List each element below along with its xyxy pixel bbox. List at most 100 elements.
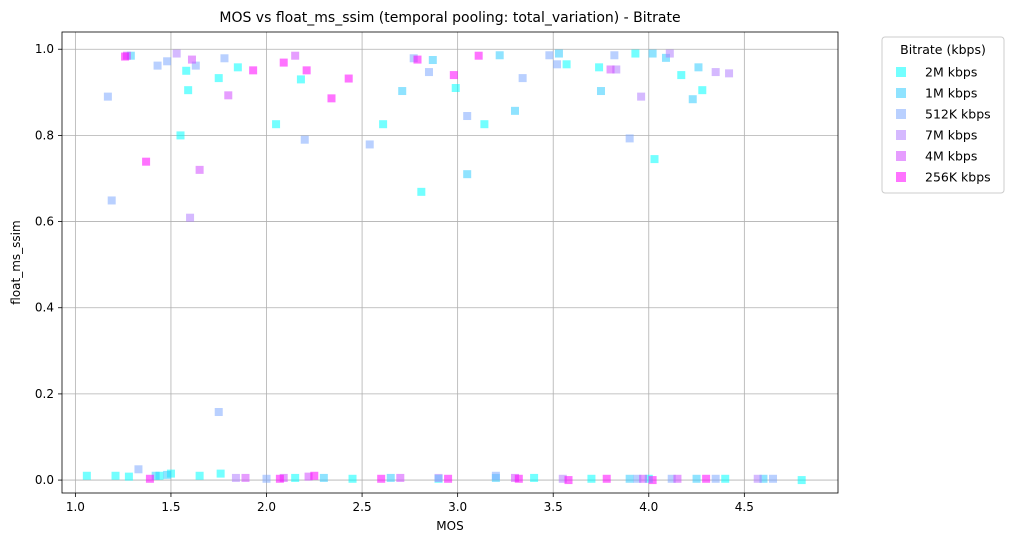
data-point [413,55,422,64]
data-point [145,474,154,483]
data-point [692,474,701,483]
data-point [163,470,172,479]
axis-ticks: 1.0 1.5 2.0 2.5 3.0 3.5 4.0 4.5 0.0 0.2 0.4 0.6 0.8 1… [35,42,754,514]
y-tick-label: 1.0 [35,42,54,56]
data-point [241,473,250,482]
data-point [428,56,437,65]
data-point [510,106,519,115]
data-point [480,120,489,129]
x-tick-label: 3.5 [544,500,563,514]
data-point [610,51,619,60]
data-point [530,473,539,482]
x-tick-label: 2.5 [353,500,372,514]
x-tick-label: 4.5 [735,500,754,514]
data-point [424,68,433,77]
data-point [220,54,229,63]
data-point [677,71,686,80]
data-point [554,49,563,58]
data-point [187,55,196,64]
data-point [344,74,353,83]
data-point [602,474,611,483]
data-point [667,474,676,483]
legend-marker [896,88,906,98]
data-point [639,474,648,483]
data-point [491,471,500,480]
data-point [631,49,640,58]
data-point [711,68,720,77]
data-point [319,473,328,482]
data-point [797,476,806,485]
legend: Bitrate (kbps) 2M kbps 1M kbps 512K kbps 7M… [881,36,1005,194]
data-point [665,49,674,58]
data-point [396,473,405,482]
data-point [184,86,193,95]
data-point [637,92,646,101]
x-tick-label: 3.0 [448,500,467,514]
scatter-points [82,49,806,485]
data-point [379,120,388,129]
y-tick-label: 0.4 [35,301,54,315]
data-point [612,65,621,74]
data-point [191,61,200,70]
data-point [142,157,151,166]
data-point [275,474,284,483]
data-point [153,61,162,70]
data-point [398,87,407,96]
data-point [587,474,596,483]
data-point [172,49,181,58]
x-tick-label: 1.0 [66,500,85,514]
data-point [625,474,634,483]
data-point [434,473,443,482]
data-point [759,474,768,483]
legend-title: Bitrate (kbps) [900,42,986,57]
legend-entry: 1M kbps [896,86,977,101]
data-point [698,86,707,95]
data-point [444,474,453,483]
data-point [518,74,527,83]
data-point [463,170,472,179]
data-point [633,474,642,483]
legend-marker [896,109,906,119]
data-point [596,87,605,96]
data-point [176,131,185,140]
data-point [553,60,562,69]
data-point [163,57,172,66]
data-point [545,51,554,60]
data-point [151,471,160,480]
data-point [124,472,133,481]
data-point [648,49,657,58]
legend-marker [896,151,906,161]
data-point [417,187,426,196]
legend-label: 2M kbps [925,65,977,80]
legend-label: 4M kbps [925,149,977,164]
data-point [702,474,711,483]
data-point [103,92,112,101]
data-point [711,474,720,483]
data-point [304,472,313,481]
data-point [625,134,634,143]
data-point [595,63,604,72]
data-point [558,474,567,483]
data-point [214,408,223,417]
data-point [495,51,504,60]
data-point [769,474,778,483]
legend-entry: 512K kbps [896,107,991,122]
series-2-points [103,51,778,483]
data-point [233,63,242,72]
data-point [186,213,195,222]
chart-title: MOS vs float_ms_ssim (temporal pooling: … [219,10,680,26]
data-point [302,66,311,75]
x-tick-label: 1.5 [161,500,180,514]
data-point [262,474,271,483]
legend-entries: 2M kbps 1M kbps 512K kbps 7M kbps 4M kbps 256… [896,65,991,185]
legend-marker [896,130,906,140]
data-point [449,71,458,80]
y-axis-title: float_ms_ssim [9,220,23,304]
data-point [216,469,225,478]
y-tick-label: 0.0 [35,473,54,487]
data-point [121,52,130,61]
data-point [721,474,730,483]
data-point [377,474,386,483]
x-tick-label: 4.0 [639,500,658,514]
